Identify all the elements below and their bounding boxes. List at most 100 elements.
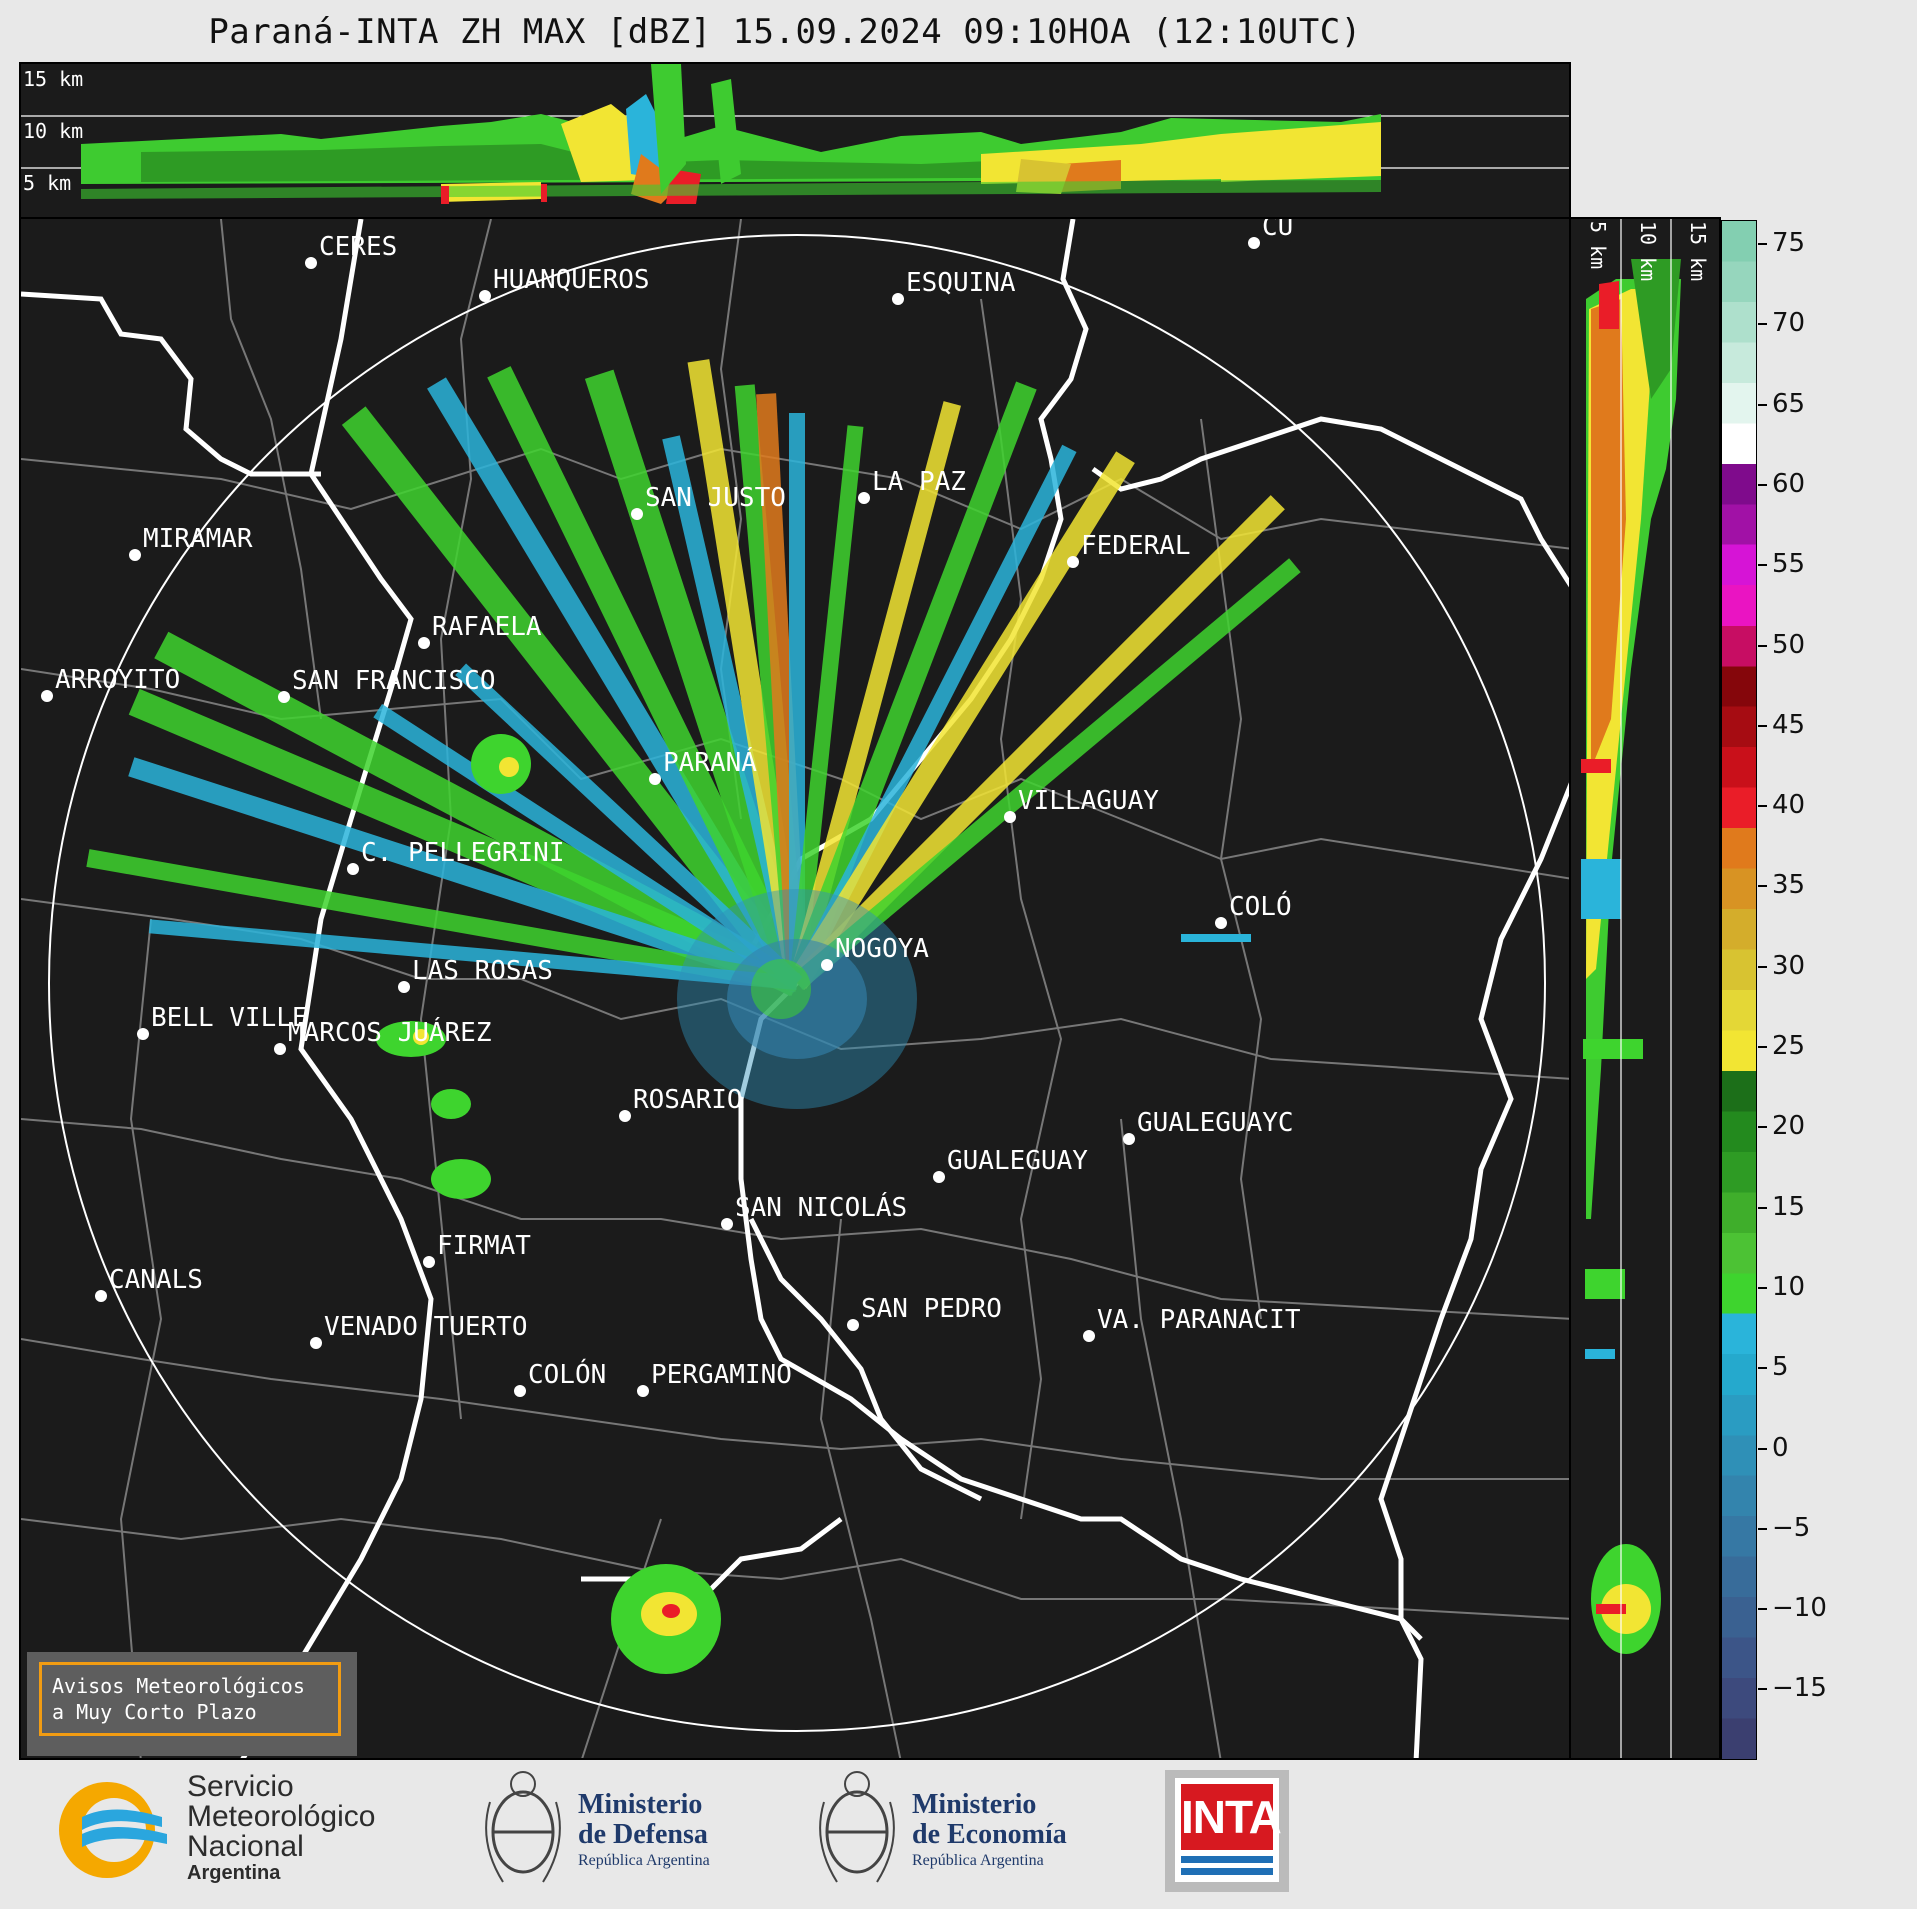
city-label: MARCOS JUÁREZ: [288, 1016, 492, 1048]
colorbar-tick-label: 75: [1772, 228, 1806, 258]
department-boundaries: [21, 219, 1569, 1758]
city-label: PARANÁ: [663, 746, 757, 778]
top-height-label-5: 5 km: [23, 171, 71, 195]
top-height-label-15: 15 km: [23, 67, 83, 91]
top-height-label-10: 10 km: [23, 119, 83, 143]
city-marker: [1123, 1133, 1135, 1145]
inta-wordmark: INTA: [1181, 1784, 1282, 1850]
city-marker: [514, 1385, 526, 1397]
aviso-badge: Avisos Meteorológicos a Muy Corto Plazo: [27, 1652, 357, 1756]
aviso-box: Avisos Meteorológicos a Muy Corto Plazo: [39, 1662, 341, 1736]
echo-spoke: [86, 849, 799, 992]
colorbar-tick-mark: [1758, 805, 1767, 808]
colorbar-tick-mark: [1758, 403, 1767, 406]
city-label: LAS ROSAS: [412, 956, 553, 986]
echo-spoke: [373, 703, 802, 990]
city-marker: [721, 1218, 733, 1230]
echo-spoke: [787, 451, 1135, 989]
side-height-label-10: 10 km: [1636, 221, 1660, 281]
radar-echo-spokes: [86, 359, 1301, 997]
colorbar-tick-label: 10: [1772, 1271, 1806, 1302]
colorbar-tick-label: 55: [1772, 549, 1806, 580]
colorbar-tick-mark: [1758, 1688, 1767, 1691]
city-label: GUALEGUAYC: [1137, 1108, 1294, 1138]
city-marker: [418, 637, 430, 649]
side-height-label-5: 5 km: [1586, 221, 1610, 269]
city-label: VA. PARANACIT: [1097, 1305, 1301, 1335]
colorbar-tick-label: 15: [1772, 1191, 1806, 1222]
city-marker: [1215, 917, 1227, 929]
radar-range-ring: [48, 234, 1546, 1732]
city-label: FEDERAL: [1081, 531, 1191, 561]
city-label: HUANQUEROS: [493, 265, 650, 295]
city-label: SAN PEDRO: [861, 1294, 1002, 1324]
city-label: COLÓN: [528, 1358, 606, 1390]
city-marker: [1083, 1330, 1095, 1342]
city-label: GUALEGUAY: [947, 1146, 1088, 1176]
colorbar-tick-mark: [1758, 1608, 1767, 1611]
city-label: VENADO TUERTO: [324, 1312, 528, 1342]
city-markers: CERES HUANQUEROS ESQUINA SAN JUSTO LA PAZ MIR…: [41, 219, 1301, 1397]
smn-line-2: Meteorológico: [187, 1800, 376, 1833]
city-marker: [95, 1290, 107, 1302]
city-label: SAN NICOLÁS: [735, 1191, 907, 1223]
colorbar-tick-mark: [1758, 1046, 1767, 1048]
city-label: ROSARIO: [633, 1085, 743, 1115]
city-marker: [278, 691, 290, 703]
argentina-coat-of-arms-icon: [819, 1771, 895, 1883]
city-label: MIRAMAR: [143, 524, 253, 554]
colorbar-tick-mark: [1758, 243, 1767, 245]
echo-spoke: [786, 381, 1037, 987]
city-label: ESQUINA: [906, 268, 1016, 298]
colorbar-tick-mark: [1758, 724, 1767, 727]
city-label: COLÓ: [1229, 890, 1292, 922]
city-marker: [274, 1043, 286, 1055]
dbz-colorbar: [1721, 220, 1757, 1760]
aviso-line-2: a Muy Corto Plazo: [52, 1700, 257, 1724]
colorbar-tick-label: −10: [1772, 1593, 1827, 1624]
chart-title: Paraná-INTA ZH MAX [dBZ] 15.09.2024 09:1…: [208, 12, 1362, 52]
city-marker: [347, 863, 359, 875]
colorbar-tick-label: 65: [1772, 388, 1806, 419]
city-label: CANALS: [109, 1265, 203, 1295]
smn-logo: Servicio Meteorológico Nacional Argentin…: [52, 1770, 422, 1884]
city-marker: [398, 981, 410, 993]
top-height-profile-panel: 15 km 10 km 5 km: [19, 62, 1571, 219]
city-marker: [892, 293, 904, 305]
near-radar-clutter: [677, 889, 917, 1109]
colorbar-tick-label: 70: [1772, 308, 1806, 339]
aviso-line-1: Avisos Meteorológicos: [52, 1674, 305, 1698]
city-label: RAFAELA: [432, 612, 542, 642]
city-label: SAN JUSTO: [645, 483, 786, 513]
city-marker: [1004, 811, 1016, 823]
colorbar-tick-label: 0: [1772, 1432, 1789, 1463]
colorbar-tick-mark: [1758, 1126, 1767, 1129]
echo-spoke: [148, 919, 798, 990]
city-marker: [619, 1110, 631, 1122]
city-marker: [1248, 237, 1260, 249]
radar-map-panel: CERES HUANQUEROS ESQUINA SAN JUSTO LA PAZ MIR…: [19, 217, 1571, 1760]
colorbar-tick-mark: [1758, 1206, 1767, 1209]
top-echo-profile: [81, 64, 1381, 204]
echo-spoke: [455, 663, 803, 989]
colorbar-tick-mark: [1758, 1286, 1767, 1289]
city-marker: [137, 1028, 149, 1040]
smn-line-1: Servicio: [187, 1770, 294, 1803]
city-label: PERGAMINO: [651, 1360, 792, 1390]
colorbar-tick-mark: [1758, 885, 1767, 888]
city-label: CERES: [319, 232, 397, 262]
city-marker: [129, 549, 141, 561]
echo-spoke: [487, 366, 809, 989]
smn-line-3: Nacional: [187, 1830, 304, 1863]
city-marker: [423, 1256, 435, 1268]
city-label: C. PELLEGRINI: [361, 838, 565, 868]
city-marker: [305, 257, 317, 269]
city-marker: [41, 690, 53, 702]
city-marker: [933, 1171, 945, 1183]
city-label: CU: [1262, 219, 1293, 242]
echo-spoke: [128, 757, 801, 993]
city-label: SAN FRANCISCO: [292, 666, 496, 696]
city-marker: [479, 290, 491, 302]
ministerio-defensa-logo: Ministerio de Defensa República Argentin…: [478, 1762, 778, 1892]
colorbar-tick-label: 30: [1772, 950, 1806, 981]
